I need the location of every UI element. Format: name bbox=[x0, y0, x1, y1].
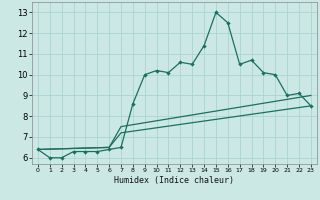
X-axis label: Humidex (Indice chaleur): Humidex (Indice chaleur) bbox=[115, 176, 234, 185]
